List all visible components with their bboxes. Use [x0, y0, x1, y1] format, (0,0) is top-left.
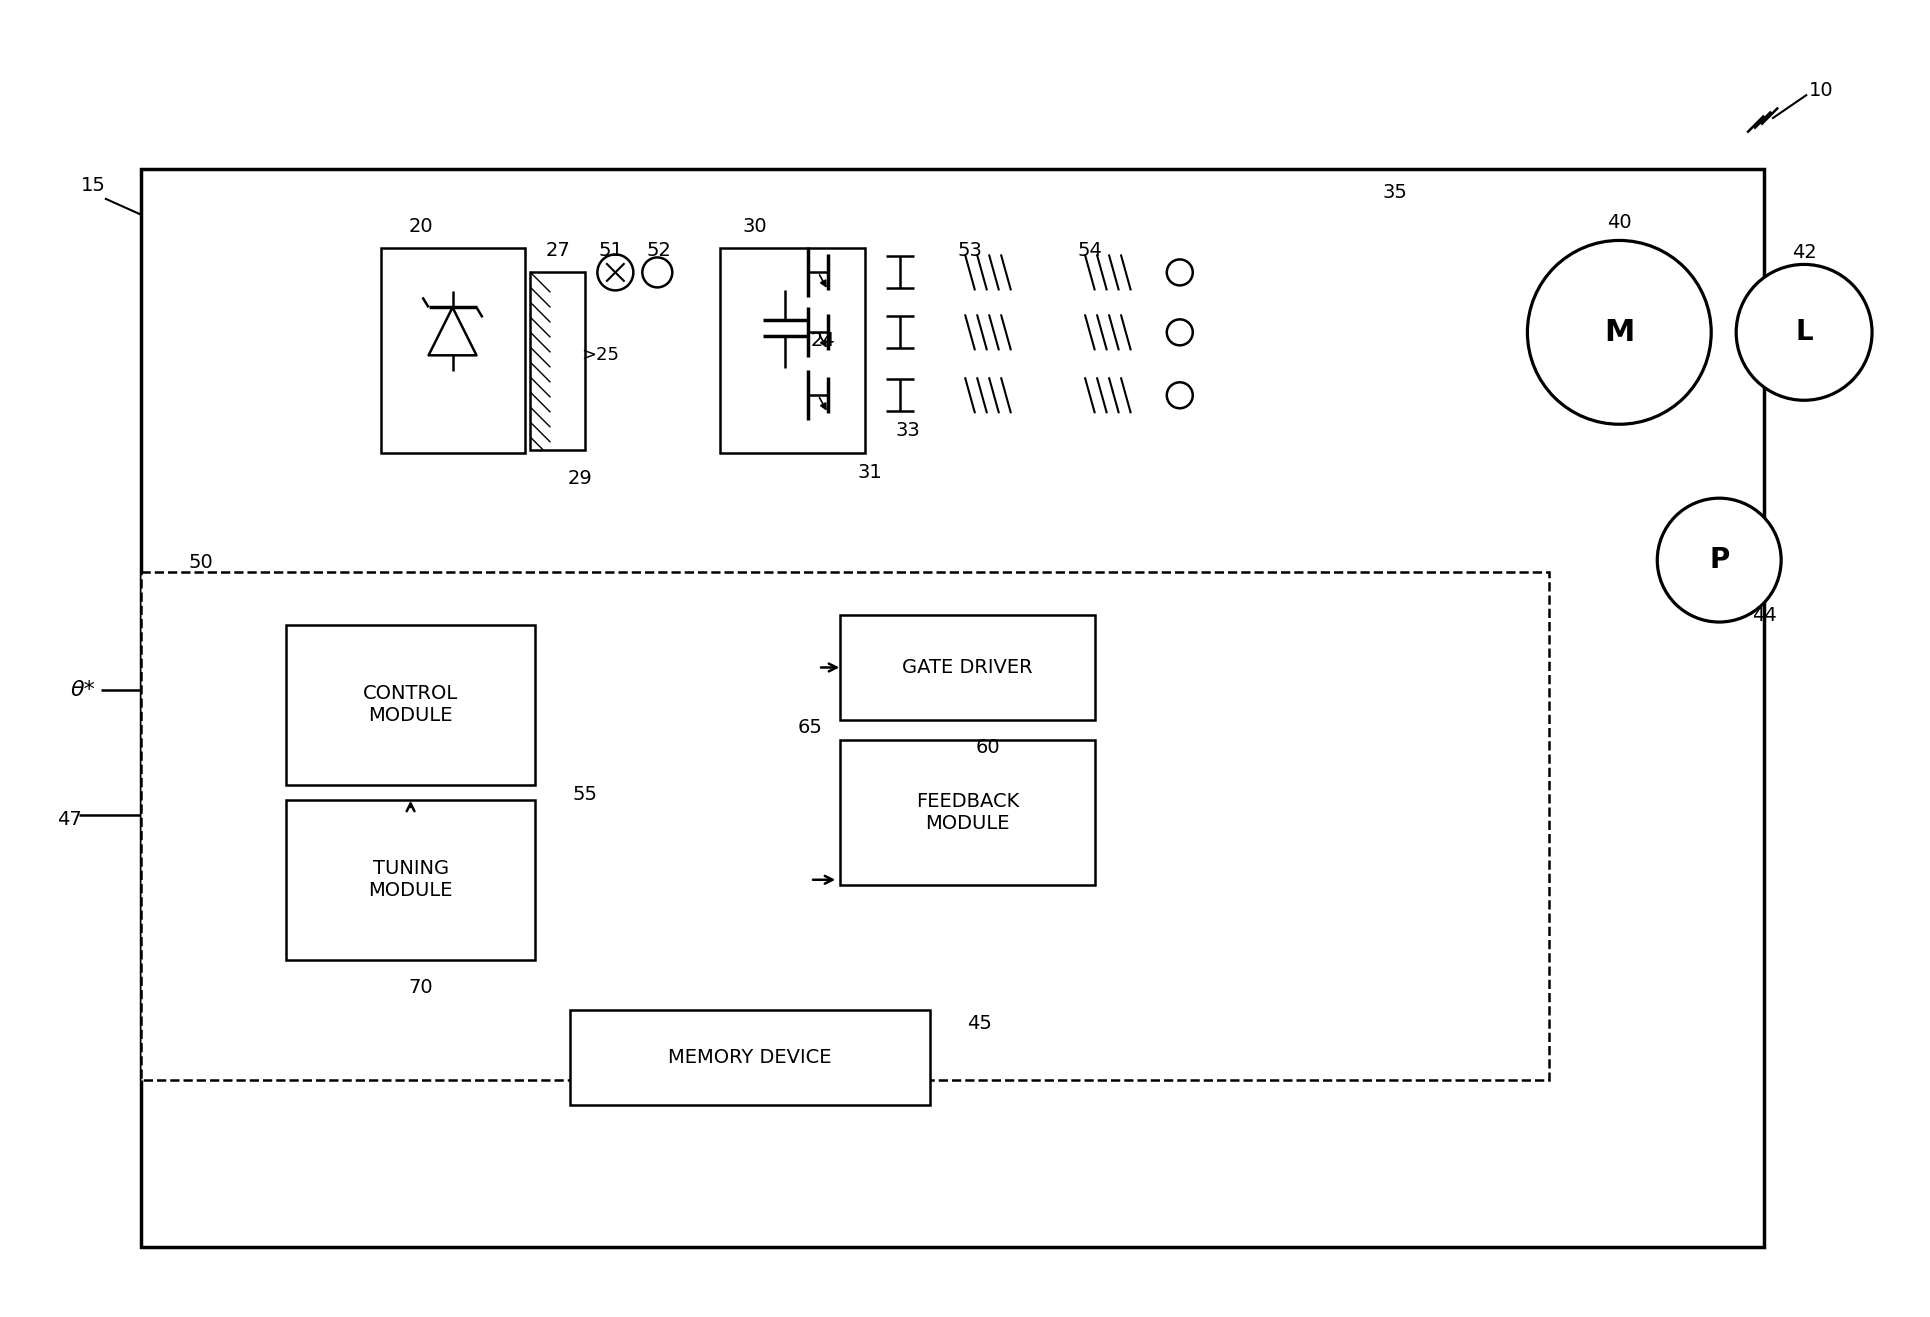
Text: 53: 53: [957, 241, 982, 259]
Text: M: M: [1604, 317, 1635, 346]
Text: P: P: [1710, 547, 1729, 574]
Bar: [380, 249, 525, 453]
Text: 30: 30: [743, 217, 768, 236]
Bar: [141, 169, 1764, 1247]
Circle shape: [1658, 498, 1781, 622]
Text: FEEDBACK
MODULE: FEEDBACK MODULE: [917, 792, 1019, 832]
Circle shape: [1168, 319, 1193, 345]
Text: 45: 45: [967, 1014, 992, 1033]
Text: 24: 24: [811, 331, 836, 350]
Text: L: L: [1795, 319, 1812, 346]
Text: 33: 33: [896, 420, 921, 440]
Text: 20: 20: [409, 217, 432, 236]
Text: 40: 40: [1608, 213, 1631, 232]
Text: 29: 29: [567, 469, 593, 487]
Text: 60: 60: [975, 739, 1000, 757]
Bar: [286, 626, 535, 785]
Text: 55: 55: [573, 785, 598, 805]
Text: GATE DRIVER: GATE DRIVER: [901, 658, 1033, 677]
Polygon shape: [428, 307, 477, 356]
Circle shape: [1737, 265, 1872, 400]
Circle shape: [1168, 259, 1193, 286]
Text: 31: 31: [857, 462, 882, 482]
Circle shape: [643, 257, 672, 287]
Bar: [286, 799, 535, 960]
Text: 65: 65: [797, 719, 822, 738]
Text: 15: 15: [81, 176, 106, 195]
Text: TUNING
MODULE: TUNING MODULE: [369, 859, 454, 901]
Bar: [840, 740, 1094, 885]
Text: >25: >25: [581, 346, 620, 365]
Bar: [720, 249, 865, 453]
Text: 10: 10: [1808, 82, 1834, 100]
Text: CONTROL
MODULE: CONTROL MODULE: [363, 685, 457, 726]
Text: 42: 42: [1791, 242, 1816, 262]
Text: 47: 47: [56, 810, 81, 830]
Text: 51: 51: [598, 241, 623, 259]
Bar: [840, 615, 1094, 720]
Text: 44: 44: [1752, 606, 1776, 624]
Circle shape: [598, 254, 633, 290]
Text: 27: 27: [546, 241, 571, 259]
Bar: [531, 273, 585, 450]
Text: θ*: θ*: [71, 680, 95, 699]
Text: 50: 50: [189, 553, 212, 572]
Bar: [571, 1010, 930, 1105]
Circle shape: [1168, 382, 1193, 408]
Text: 35: 35: [1382, 183, 1407, 202]
Bar: [141, 572, 1550, 1080]
Text: MEMORY DEVICE: MEMORY DEVICE: [668, 1047, 832, 1067]
Text: 70: 70: [409, 979, 432, 997]
Circle shape: [1527, 241, 1712, 424]
Text: 52: 52: [647, 241, 672, 259]
Text: 54: 54: [1077, 241, 1102, 259]
